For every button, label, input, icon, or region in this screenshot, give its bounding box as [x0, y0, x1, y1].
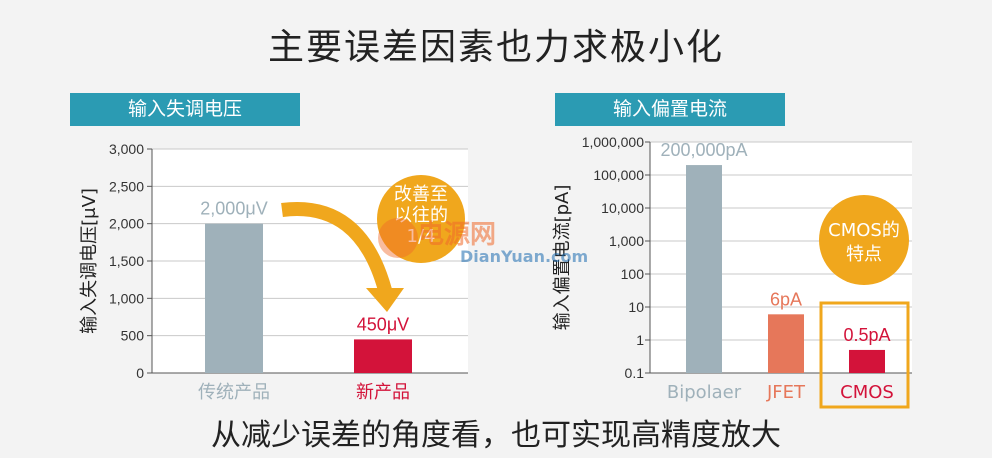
callout-text: 以往的: [394, 205, 448, 226]
cmos-highlight-box: [819, 301, 910, 409]
bar-1: [205, 223, 263, 373]
callout-text: 改善至: [394, 184, 448, 205]
y-tick-label: 0.1: [625, 365, 645, 381]
y-tick-label: 1,000,000: [582, 134, 644, 150]
y-tick-label: 1,000: [109, 290, 144, 306]
y-tick-label: 0: [136, 365, 144, 381]
y-tick-label: 500: [121, 328, 145, 344]
page-title: 主要误差因素也力求极小化: [267, 27, 724, 68]
chart2-header: 输入偏置电流: [555, 93, 785, 126]
improve-callout: [377, 175, 465, 263]
y-tick-label: 1,500: [109, 253, 144, 269]
watermark-text: 电源网: [418, 220, 496, 250]
callout-text: CMOS的: [828, 220, 900, 241]
callout-text: 1/4: [407, 226, 436, 247]
y-tick-label: 1: [636, 332, 644, 348]
improve-arrow-head: [366, 288, 404, 312]
category-label: Bipolaer: [667, 382, 742, 403]
improve-arrow-shaft: [281, 202, 392, 292]
y-axis-label: 输入偏置电流[pA]: [552, 185, 573, 331]
y-tick-label: 1,000: [609, 233, 644, 249]
y-tick-label: 10: [628, 299, 644, 315]
footer-caption: 从减少误差的角度看，也可实现高精度放大: [211, 418, 781, 453]
data-label: 450μV: [357, 314, 409, 334]
y-tick-label: 10,000: [601, 200, 644, 216]
y-tick-label: 100: [621, 266, 645, 282]
y-tick-label: 2,500: [109, 178, 144, 194]
bar-2: [768, 314, 804, 373]
bar-3: [849, 349, 885, 373]
data-label: 200,000pA: [660, 140, 747, 160]
y-tick-label: 2,000: [109, 216, 144, 232]
watermark-subtext: DianYuan.com: [460, 247, 588, 266]
y-tick-label: 100,000: [593, 167, 644, 183]
chart1-header: 输入失调电压: [70, 93, 300, 126]
data-label: 6pA: [770, 289, 802, 309]
callout-text: 特点: [846, 244, 882, 265]
y-tick-label: 3,000: [109, 141, 144, 157]
category-label: CMOS: [840, 382, 894, 403]
cmos-callout: [819, 195, 909, 285]
category-label: 新产品: [356, 382, 410, 403]
watermark-badge: [378, 218, 418, 258]
bar-2: [354, 339, 412, 373]
category-label: JFET: [766, 382, 806, 403]
data-label: 0.5pA: [843, 325, 890, 345]
data-label: 2,000μV: [200, 199, 267, 219]
y-axis-label: 输入失调电压[μV]: [79, 188, 100, 334]
category-label: 传统产品: [198, 382, 270, 403]
bar-1: [686, 165, 722, 373]
